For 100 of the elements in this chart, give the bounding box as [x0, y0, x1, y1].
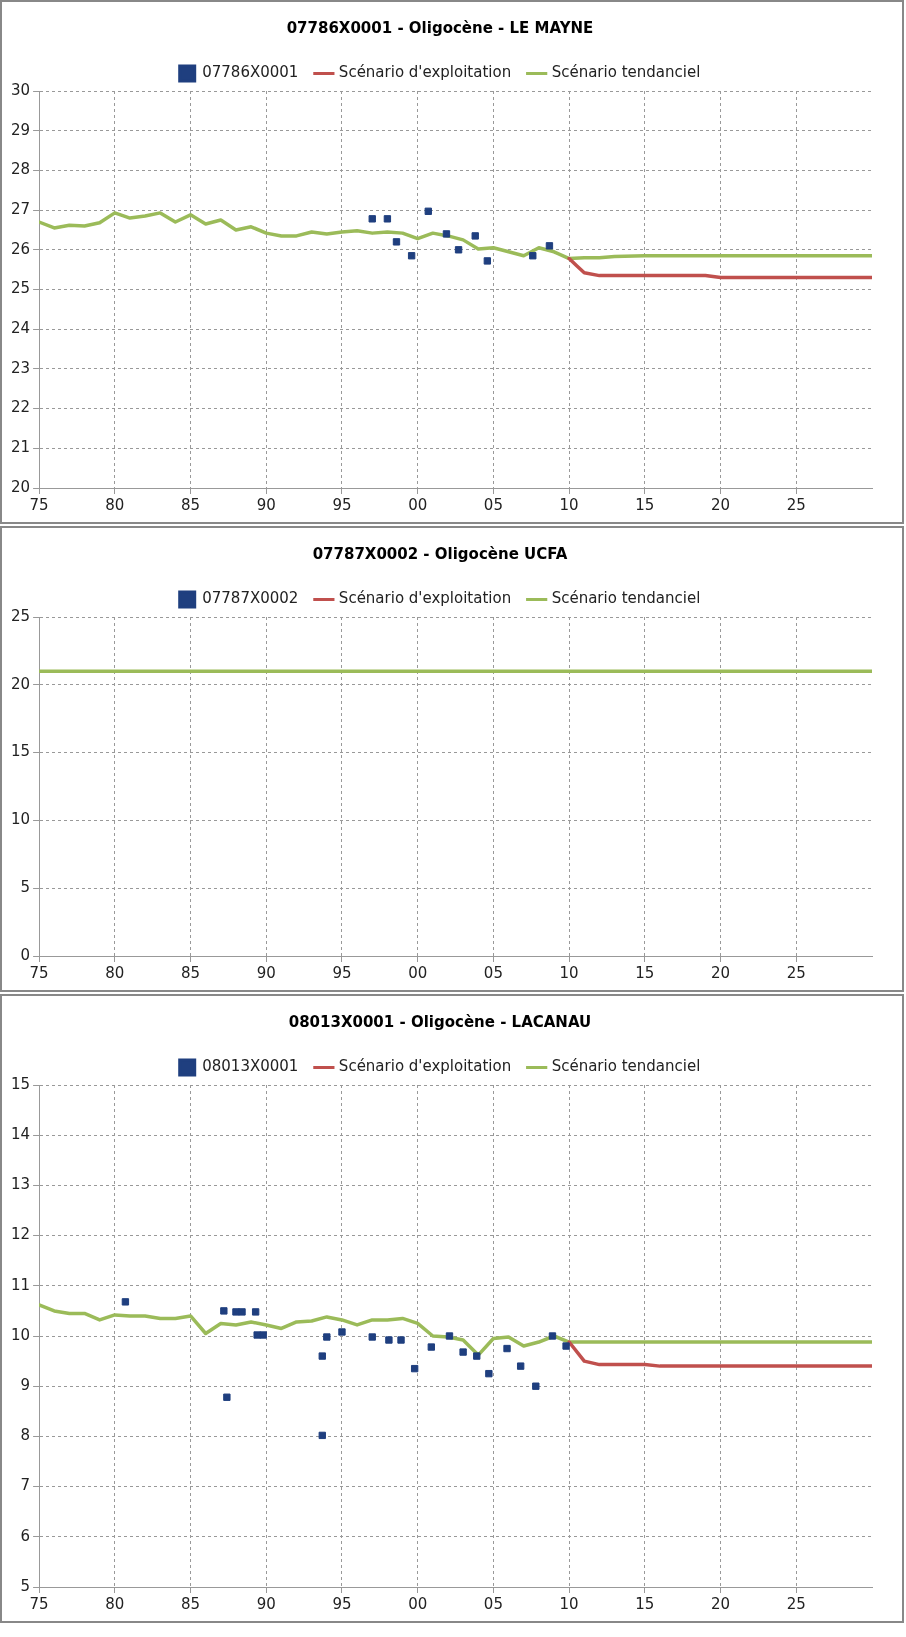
chart-title: 08013X0001 - Oligocène - LACANAU — [288, 1012, 592, 1031]
y-tick-label: 15 — [10, 1074, 31, 1093]
x-tick-label: 85 — [180, 963, 201, 982]
point — [385, 1336, 393, 1344]
x-tick-label: 00 — [408, 963, 428, 982]
x-tick-label: 95 — [332, 1594, 352, 1613]
x-tick-label: 05 — [483, 1594, 503, 1613]
point — [368, 215, 376, 223]
point — [251, 1308, 260, 1316]
point — [407, 252, 416, 260]
legend-label: Scénario d'exploitation — [338, 63, 512, 82]
y-tick-label: 25 — [10, 279, 31, 298]
point — [223, 1393, 231, 1401]
point — [259, 1331, 267, 1339]
point — [545, 242, 554, 250]
legend-label: Scénario tendanciel — [551, 589, 701, 608]
x-tick-label: 90 — [256, 1594, 276, 1613]
x-tick-label: 75 — [29, 963, 49, 982]
x-tick-label: 15 — [635, 495, 655, 514]
point — [220, 1307, 228, 1315]
x-tick-label: 20 — [711, 495, 731, 514]
y-tick-label: 28 — [10, 160, 31, 179]
legend-label: 08013X0001 — [202, 1057, 299, 1076]
x-tick-label: 20 — [711, 1594, 731, 1613]
y-tick-label: 21 — [10, 438, 31, 457]
y-tick-label: 27 — [10, 199, 31, 218]
y-tick-label: 0 — [20, 945, 31, 964]
y-tick-label: 13 — [10, 1175, 31, 1194]
x-tick-label: 00 — [408, 495, 428, 514]
y-tick-label: 7 — [20, 1476, 31, 1495]
legend-label: Scénario d'exploitation — [338, 1057, 512, 1076]
point — [318, 1352, 326, 1360]
point — [397, 1336, 405, 1344]
x-tick-label: 25 — [786, 963, 806, 982]
point — [323, 1333, 331, 1341]
x-tick-label: 80 — [105, 1594, 125, 1613]
point — [445, 1332, 454, 1340]
y-tick-label: 20 — [10, 477, 31, 496]
x-tick-label: 10 — [559, 495, 579, 514]
y-tick-label: 14 — [10, 1125, 31, 1144]
x-tick-label: 80 — [105, 963, 125, 982]
point — [516, 1362, 525, 1370]
point — [392, 238, 401, 246]
x-tick-label: 95 — [332, 963, 352, 982]
x-tick-label: 10 — [559, 963, 579, 982]
point — [503, 1344, 511, 1353]
x-tick-label: 15 — [635, 963, 655, 982]
point — [485, 1369, 493, 1378]
legend-label: 07786X0001 — [202, 63, 299, 82]
x-tick-label: 75 — [29, 495, 49, 514]
x-tick-label: 85 — [180, 495, 201, 514]
y-tick-label: 20 — [10, 674, 31, 693]
point — [529, 252, 537, 260]
x-tick-label: 80 — [105, 495, 125, 514]
x-tick-label: 10 — [559, 1594, 579, 1613]
point — [383, 215, 392, 223]
point — [442, 230, 451, 238]
y-tick-label: 11 — [10, 1275, 31, 1294]
x-tick-label: 20 — [711, 963, 731, 982]
y-tick-label: 6 — [20, 1526, 31, 1545]
point — [253, 1331, 261, 1339]
y-tick-label: 29 — [10, 120, 31, 139]
y-tick-label: 30 — [10, 80, 31, 99]
chart-title: 07787X0002 - Oligocène UCFA — [312, 544, 568, 563]
point — [532, 1382, 540, 1390]
point — [410, 1364, 419, 1373]
y-tick-label: 15 — [10, 742, 31, 761]
y-tick-label: 5 — [20, 1576, 31, 1595]
x-tick-label: 75 — [29, 1594, 49, 1613]
point — [471, 232, 479, 240]
point — [121, 1298, 130, 1306]
point — [548, 1332, 557, 1340]
y-tick-label: 22 — [10, 398, 31, 417]
point — [562, 1342, 570, 1350]
y-tick-label: 25 — [10, 606, 31, 625]
x-tick-label: 85 — [180, 1594, 201, 1613]
chart-title: 07786X0001 - Oligocène - LE MAYNE — [286, 18, 594, 37]
y-tick-label: 10 — [10, 810, 31, 829]
x-tick-label: 05 — [483, 963, 503, 982]
x-tick-label: 00 — [408, 1594, 428, 1613]
y-tick-label: 5 — [20, 878, 31, 897]
x-tick-label: 90 — [256, 963, 276, 982]
x-tick-label: 15 — [635, 1594, 655, 1613]
point — [238, 1308, 246, 1316]
y-tick-label: 26 — [10, 239, 31, 258]
x-tick-label: 05 — [483, 495, 503, 514]
legend-label: 07787X0002 — [202, 589, 299, 608]
point — [454, 246, 463, 254]
point — [318, 1431, 326, 1440]
point — [483, 257, 492, 265]
legend-label: Scénario tendanciel — [551, 1057, 701, 1076]
point — [424, 207, 432, 215]
x-tick-label: 25 — [786, 1594, 806, 1613]
legend-label: Scénario tendanciel — [551, 63, 701, 82]
point — [459, 1348, 467, 1356]
x-tick-label: 25 — [786, 495, 806, 514]
point — [473, 1352, 481, 1360]
point — [232, 1308, 240, 1316]
x-tick-label: 95 — [332, 495, 352, 514]
legend-label: Scénario d'exploitation — [338, 589, 512, 608]
